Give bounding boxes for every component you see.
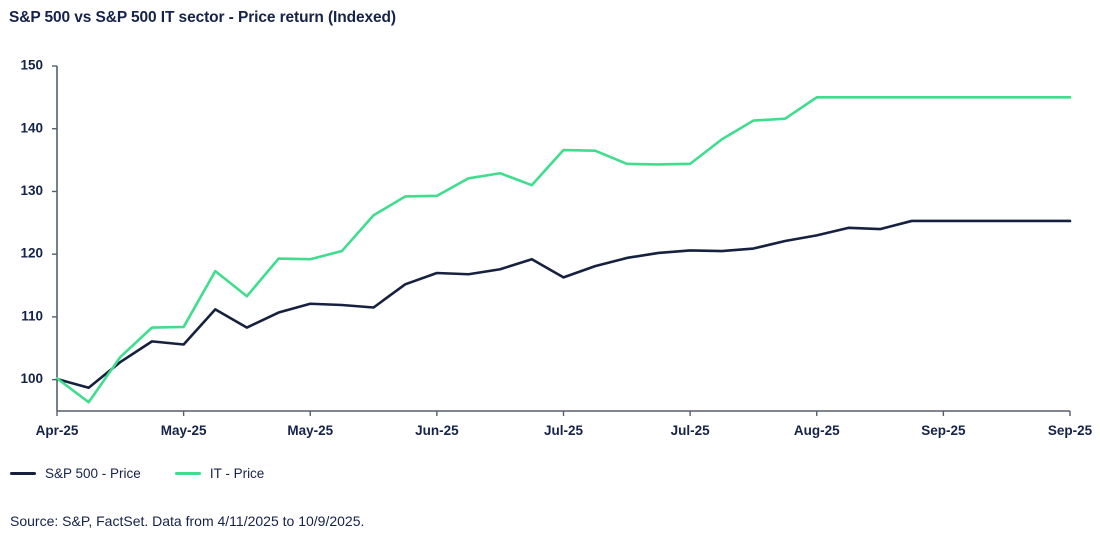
- y-axis-tick-labels: 100 110 120 130 140 150: [20, 58, 43, 387]
- y-axis-tick-label: 120: [20, 246, 43, 261]
- x-axis-tick-label: May-25: [287, 423, 333, 438]
- x-axis-tick-label: May-25: [161, 423, 207, 438]
- x-axis-tick-label: Jul-25: [544, 423, 584, 438]
- y-axis-tick-label: 100: [20, 371, 43, 386]
- legend-item-sp500[interactable]: S&P 500 - Price: [10, 466, 141, 481]
- legend-label-sp500: S&P 500 - Price: [45, 466, 141, 481]
- line-chart-svg: 100 110 120 130 140 150 Apr-25 May-25 May-25 Jun…: [20, 58, 1093, 438]
- y-axis-tick-label: 150: [20, 58, 43, 73]
- x-axis-tick-marks: [56, 411, 1071, 416]
- x-axis-tick-label: Apr-25: [36, 423, 79, 438]
- y-axis-tick-label: 110: [21, 308, 43, 323]
- page-title: S&P 500 vs S&P 500 IT sector - Price ret…: [9, 9, 396, 26]
- legend-label-it: IT - Price: [209, 466, 265, 481]
- series-line-sp500: [55, 219, 1072, 390]
- legend-item-it[interactable]: IT - Price: [174, 466, 265, 481]
- x-axis-tick-label: Jul-25: [671, 423, 711, 438]
- y-axis-tick-label: 140: [20, 120, 43, 135]
- x-axis-tick-labels: Apr-25 May-25 May-25 Jun-25 Jul-25 Jul-25 Aug-…: [36, 423, 1093, 438]
- chart-plot-area: 100 110 120 130 140 150 Apr-25 May-25 May-25 Jun…: [0, 40, 1100, 450]
- x-axis-tick-label: Aug-25: [794, 423, 840, 438]
- x-axis-tick-label: Sep-25: [1048, 423, 1093, 438]
- legend-swatch-it: [174, 472, 201, 475]
- x-axis-tick-label: Jun-25: [415, 423, 459, 438]
- y-axis-tick-label: 130: [20, 183, 43, 198]
- source-note: Source: S&P, FactSet. Data from 4/11/202…: [10, 513, 365, 529]
- legend-swatch-sp500: [10, 472, 36, 475]
- series-line-it: [55, 96, 1072, 404]
- chart-legend: S&P 500 - Price IT - Price: [10, 466, 264, 481]
- series-lines: [55, 96, 1072, 404]
- x-axis-tick-label: Sep-25: [921, 423, 966, 438]
